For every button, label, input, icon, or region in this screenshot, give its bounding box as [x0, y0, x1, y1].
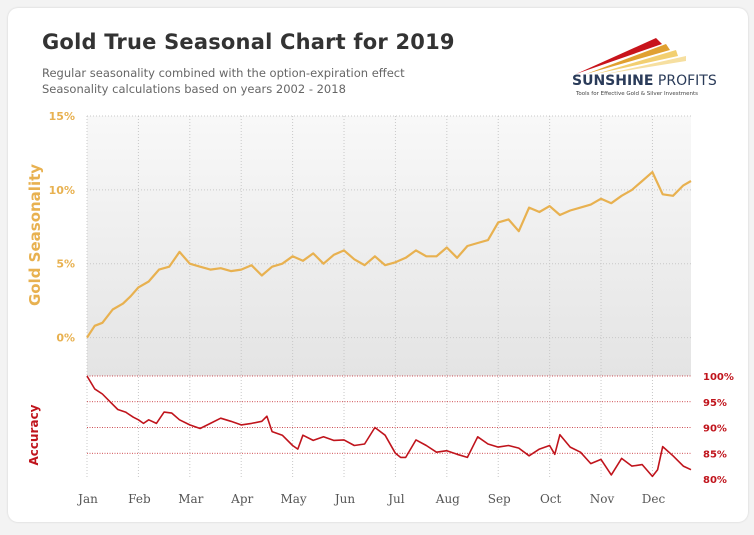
seasonality-series	[86, 171, 692, 339]
month-tick-labels: Jan Feb Mar Apr May Jun Jul Aug Sep Oct Nov Dec	[76, 492, 665, 506]
accuracy-axis-label: Accuracy	[27, 404, 41, 465]
month-tick-label: Dec	[642, 492, 666, 506]
month-tick-label: Jun	[333, 492, 356, 506]
seasonality-tick-label: 10%	[49, 184, 75, 197]
accuracy-tick-label: 100%	[703, 372, 734, 383]
month-tick-label: Mar	[178, 492, 203, 506]
month-tick-label: Jan	[76, 492, 98, 506]
seasonality-tick-label: 15%	[49, 110, 75, 123]
accuracy-tick-label: 95%	[703, 398, 727, 409]
month-tick-label: Feb	[128, 492, 151, 506]
plot-background	[87, 116, 691, 376]
month-tick-label: Apr	[230, 492, 253, 506]
chart-subtitle-2: Seasonality calculations based on years …	[42, 82, 346, 96]
accuracy-tick-labels: 100% 95% 90% 85% 80%	[703, 372, 734, 486]
accuracy-series	[86, 375, 692, 478]
seasonality-line	[86, 171, 692, 339]
seasonality-grid	[86, 115, 691, 479]
seasonality-tick-label: 0%	[56, 332, 75, 345]
month-tick-label: Aug	[435, 492, 460, 506]
seasonality-tick-labels: 0% 5% 10% 15%	[49, 110, 75, 345]
month-tick-label: Oct	[540, 492, 562, 506]
accuracy-tick-label: 80%	[703, 475, 727, 486]
accuracy-line	[86, 375, 692, 478]
month-tick-label: Jul	[386, 492, 405, 506]
sunshine-profits-logo: SUNSHINE PROFITS Tools for Effective Gol…	[566, 30, 736, 100]
logo-name: SUNSHINE PROFITS	[572, 73, 717, 89]
logo-tagline: Tools for Effective Gold & Silver Invest…	[576, 91, 698, 97]
accuracy-tick-label: 85%	[703, 449, 727, 460]
accuracy-tick-label: 90%	[703, 424, 727, 435]
seasonality-tick-label: 5%	[56, 258, 75, 271]
seasonality-axis-label: Gold Seasonality	[26, 164, 44, 306]
chart-subtitle-1: Regular seasonality combined with the op…	[42, 66, 405, 80]
month-tick-label: Sep	[488, 492, 511, 506]
month-tick-label: Nov	[590, 492, 615, 506]
logo-rays-icon	[576, 38, 686, 74]
plot-area	[87, 116, 691, 376]
month-tick-label: May	[280, 492, 306, 506]
chart-title: Gold True Seasonal Chart for 2019	[42, 30, 455, 54]
accuracy-grid	[87, 375, 691, 454]
